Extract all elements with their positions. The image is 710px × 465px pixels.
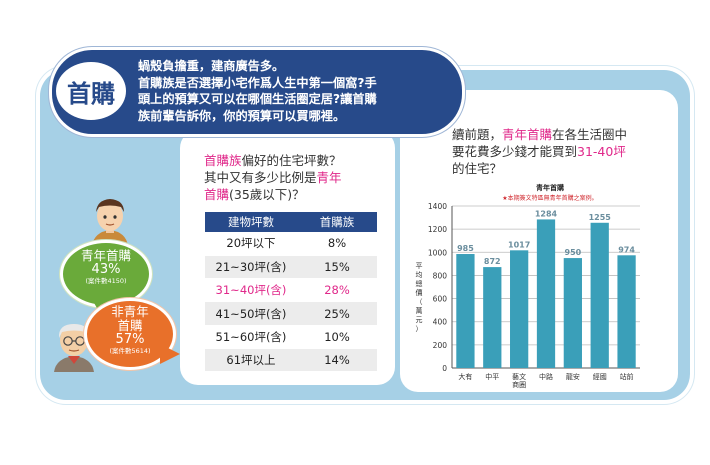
y-tick-label: 0	[442, 364, 447, 373]
y-tick-label: 200	[433, 341, 448, 350]
bar	[456, 254, 475, 368]
q-text: 其中又有多少比例是	[204, 170, 317, 185]
q-text: 的住宅？	[452, 161, 503, 176]
older-man-icon	[54, 324, 94, 372]
bubble-title: 非青年	[111, 304, 149, 319]
q-text: 續前題，	[452, 127, 503, 142]
q-highlight: 首購	[204, 187, 230, 202]
table-row: 21~30坪(含) 15%	[205, 255, 377, 280]
table-question: 首購族偏好的住宅坪數？ 其中又有多少比例是青年 首購(35歲以下)？	[204, 152, 389, 203]
table-row: 61坪以上 14%	[205, 348, 377, 373]
table-cell: 31~40坪(含)	[205, 278, 297, 303]
data-label: 1017	[508, 240, 530, 249]
header-line: 族前輩告訴你，你的預算可以買哪裡。	[138, 108, 346, 123]
header-line: 蝸殼負擔重，建商廣告多。	[138, 59, 285, 73]
table-row: 51~60坪(含) 10%	[205, 325, 377, 349]
q-highlight: 31-40坪	[577, 144, 626, 159]
table-row-highlight: 31~40坪(含) 28%	[205, 278, 377, 303]
y-tick-label: 1400	[428, 202, 447, 211]
x-tick-label: 商圈	[512, 380, 526, 389]
bar	[510, 250, 529, 368]
data-label: 872	[484, 257, 501, 266]
q-text: (35歲以下)？	[229, 187, 305, 202]
data-label: 985	[457, 244, 474, 253]
data-label: 974	[618, 245, 635, 254]
x-tick-label: 中路	[539, 372, 553, 381]
y-tick-label: 1200	[428, 225, 447, 234]
chart-title: 青年首購	[536, 184, 564, 192]
q-text: 要花費多少錢才能買到	[452, 144, 578, 159]
table-cell: 25%	[297, 301, 377, 326]
chart-question: 續前題，青年首購在各生活圈中 要花費多少錢才能買到31-40坪 的住宅？	[452, 126, 672, 177]
bubble-tail	[160, 344, 180, 364]
table-cell: 20坪以下	[205, 232, 297, 256]
bubble-title: 首購	[117, 318, 143, 333]
y-axis-label: 平均總價（萬元）	[415, 262, 423, 333]
table-header: 建物坪數	[205, 212, 297, 232]
q-highlight: 首購族	[204, 153, 242, 168]
header-line: 首購族是否選擇小宅作爲人生中第一個窩?手	[138, 75, 377, 90]
table-cell: 21~30坪(含)	[205, 255, 297, 280]
q-text: 在各生活圈中	[552, 127, 628, 142]
table-header: 首購族	[297, 212, 377, 232]
table-cell: 14%	[297, 348, 377, 373]
header-badge: 首購	[56, 62, 126, 120]
table-header-row: 建物坪數 首購族	[205, 212, 377, 232]
x-tick-label: 經國	[593, 372, 607, 381]
y-tick-label: 600	[433, 295, 448, 304]
x-tick-label: 龍安	[566, 372, 580, 381]
q-highlight: 青年首購	[502, 127, 553, 142]
bar	[536, 219, 556, 368]
data-label: 950	[565, 248, 582, 257]
data-label: 1255	[589, 213, 612, 222]
bubble-title: 青年首購	[80, 248, 131, 263]
table-cell: 10%	[297, 325, 377, 349]
bubble-note: (案件數5614)	[109, 347, 151, 355]
table-cell: 8%	[297, 232, 377, 256]
young-buyer-label: 青年首購 43% (案件數4150)	[63, 249, 149, 286]
table-cell: 41~50坪(含)	[205, 301, 297, 326]
y-tick-label: 800	[433, 271, 448, 280]
chart-note: ★本期簽文特區無青年首購之案例。	[502, 195, 598, 202]
bubble-percent: 43%	[91, 262, 121, 277]
table-cell: 51~60坪(含)	[205, 325, 297, 349]
x-tick-label: 大有	[458, 372, 472, 381]
y-tick-label: 400	[433, 318, 448, 327]
header-line: 頭上的預算又可以在哪個生活圈定居?讓首購	[138, 92, 377, 106]
data-label: 1284	[535, 209, 558, 218]
other-buyer-label: 非青年 首購 57% (案件數5614)	[90, 305, 170, 356]
table-row: 41~50坪(含) 25%	[205, 301, 377, 326]
bubble-note: (案件數4150)	[85, 277, 127, 285]
q-highlight: 青年	[316, 170, 342, 185]
table-row: 20坪以下 8%	[205, 232, 377, 256]
table-cell: 28%	[297, 278, 377, 303]
x-tick-label: 藝文	[512, 372, 526, 381]
bar	[617, 255, 636, 368]
x-tick-label: 站前	[620, 372, 634, 381]
x-tick-label: 中平	[485, 372, 499, 381]
bar	[563, 258, 582, 368]
bar	[590, 222, 609, 368]
header-text: 蝸殼負擔重，建商廣告多。 首購族是否選擇小宅作爲人生中第一個窩?手 頭上的預算又…	[138, 58, 438, 124]
table-cell: 15%	[297, 255, 377, 280]
bubble-percent: 57%	[115, 332, 145, 347]
bar	[483, 267, 502, 368]
table-cell: 61坪以上	[205, 348, 297, 373]
size-preference-table: 建物坪數 首購族 20坪以下 8% 21~30坪(含) 15% 31~40坪(含) 2…	[205, 212, 377, 373]
y-tick-label: 1000	[428, 248, 447, 257]
q-text: 偏好的住宅坪數？	[241, 153, 342, 168]
